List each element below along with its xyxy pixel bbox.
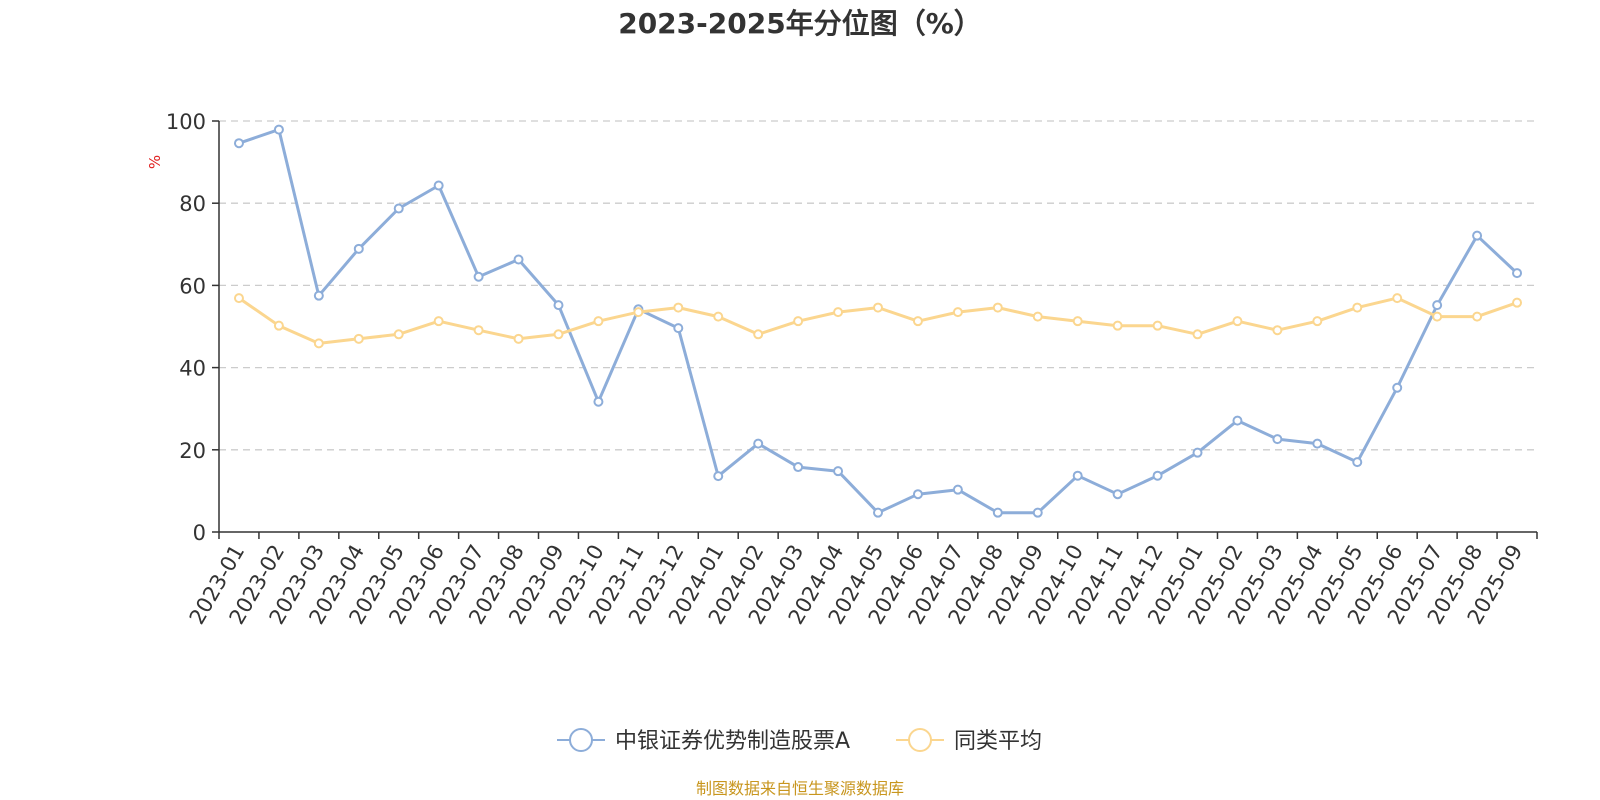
data-point [233,293,244,304]
data-point [633,307,644,318]
data-point [1352,457,1363,468]
data-point [473,325,484,336]
y-tick-label: 40 [179,357,206,381]
data-point [1032,311,1043,322]
data-point [1472,230,1483,241]
data-point [1272,325,1283,336]
data-point [713,471,724,482]
data-point [1152,320,1163,331]
legend-marker-swatch [569,728,593,752]
data-point [1192,447,1203,458]
data-point [513,254,524,265]
data-point [553,300,564,311]
data-point [833,307,844,318]
data-point [673,323,684,334]
data-point [753,329,764,340]
data-point [593,396,604,407]
data-point [353,333,364,344]
data-point [393,203,404,214]
data-point [1072,316,1083,327]
y-tick-label: 20 [179,439,206,463]
data-point [393,329,404,340]
data-point [873,507,883,518]
data-point [912,316,923,327]
y-tick-label: 80 [179,192,206,216]
data-point [1512,268,1523,279]
x-tick-labels: 2023-012023-022023-032023-042023-052023-… [185,541,1528,629]
data-point [1152,470,1163,481]
data-point [952,484,963,495]
data-point [1232,316,1243,327]
data-point [1392,293,1403,304]
grid-lines [219,120,1537,451]
data-point [1232,415,1243,426]
series-1 [233,293,1523,349]
data-point [353,243,364,254]
legend-label: 中银证券优势制造股票A [615,729,850,754]
data-point [313,338,324,349]
data-point [833,466,844,477]
data-point [473,271,484,282]
data-point [992,507,1003,518]
y-tick-label: 100 [166,110,206,134]
y-axis-unit: % [146,155,164,169]
data-point [753,438,764,449]
data-point [992,302,1003,313]
data-point [1192,329,1203,340]
data-point [1472,311,1483,322]
data-point [1112,320,1123,331]
data-point [673,302,684,313]
legend-item-0[interactable]: 中银证券优势制造股票A [557,728,850,754]
data-point [1392,382,1403,393]
series-line [238,128,1519,515]
legend-label: 同类平均 [954,729,1042,754]
series-0 [233,124,1523,518]
data-point [433,316,444,327]
data-point [713,311,724,322]
y-tick-label: 0 [193,521,206,545]
data-point [912,489,923,500]
chart-title: 2023-2025年分位图（%） [618,7,982,40]
data-source-note: 制图数据来自恒生聚源数据库 [696,779,904,798]
data-point [1272,434,1283,445]
y-tick-labels: 0 20 40 60 80 100 [166,110,206,545]
data-point [1352,302,1363,313]
data-point [513,333,524,344]
data-point [313,290,324,301]
data-point [593,316,604,327]
data-point [1112,489,1123,500]
legend-marker-swatch [908,728,932,752]
data-point [273,124,284,135]
data-point [1432,311,1443,322]
data-point [433,180,444,191]
data-point [553,329,564,340]
axes [212,120,1538,539]
data-point [1512,297,1523,308]
data-point [1312,316,1323,327]
legend-item-1[interactable]: 同类平均 [896,728,1042,754]
series-lines [233,124,1523,518]
data-point [1072,470,1083,481]
data-point [1032,507,1043,518]
legend[interactable]: 中银证券优势制造股票A 同类平均 [557,728,1042,754]
data-point [273,320,284,331]
data-point [1312,438,1323,449]
data-point [952,307,963,318]
data-point [1432,300,1443,311]
data-point [793,462,804,473]
data-point [873,302,883,313]
y-tick-label: 60 [179,274,206,298]
data-point [233,138,244,149]
data-point [793,316,804,327]
